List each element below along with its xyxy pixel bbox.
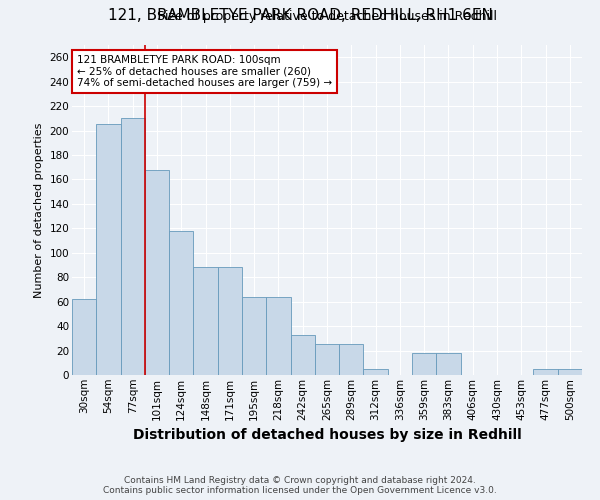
Bar (242, 297, 266, 375)
Bar (436, 353, 461, 375)
Text: 121 BRAMBLETYE PARK ROAD: 100sqm
← 25% of detached houses are smaller (260)
74% : 121 BRAMBLETYE PARK ROAD: 100sqm ← 25% o… (77, 55, 332, 88)
Bar (364, 369, 388, 375)
Bar (533, 369, 558, 375)
Bar (193, 268, 218, 375)
Text: Contains HM Land Registry data © Crown copyright and database right 2024.
Contai: Contains HM Land Registry data © Crown c… (103, 476, 497, 495)
Bar (169, 231, 193, 375)
Bar (412, 353, 436, 375)
X-axis label: Distribution of detached houses by size in Redhill: Distribution of detached houses by size … (133, 428, 521, 442)
Bar (121, 118, 145, 375)
Bar (558, 369, 582, 375)
Bar (72, 299, 96, 375)
Text: 121, BRAMBLETYE PARK ROAD, REDHILL, RH1 6EN: 121, BRAMBLETYE PARK ROAD, REDHILL, RH1 … (107, 8, 493, 22)
Bar (290, 334, 315, 375)
Bar (266, 297, 290, 375)
Bar (339, 344, 364, 375)
Title: Size of property relative to detached houses in Redhill: Size of property relative to detached ho… (157, 10, 497, 23)
Bar (315, 344, 339, 375)
Bar (218, 268, 242, 375)
Bar (145, 170, 169, 375)
Y-axis label: Number of detached properties: Number of detached properties (34, 122, 44, 298)
Bar (96, 124, 121, 375)
